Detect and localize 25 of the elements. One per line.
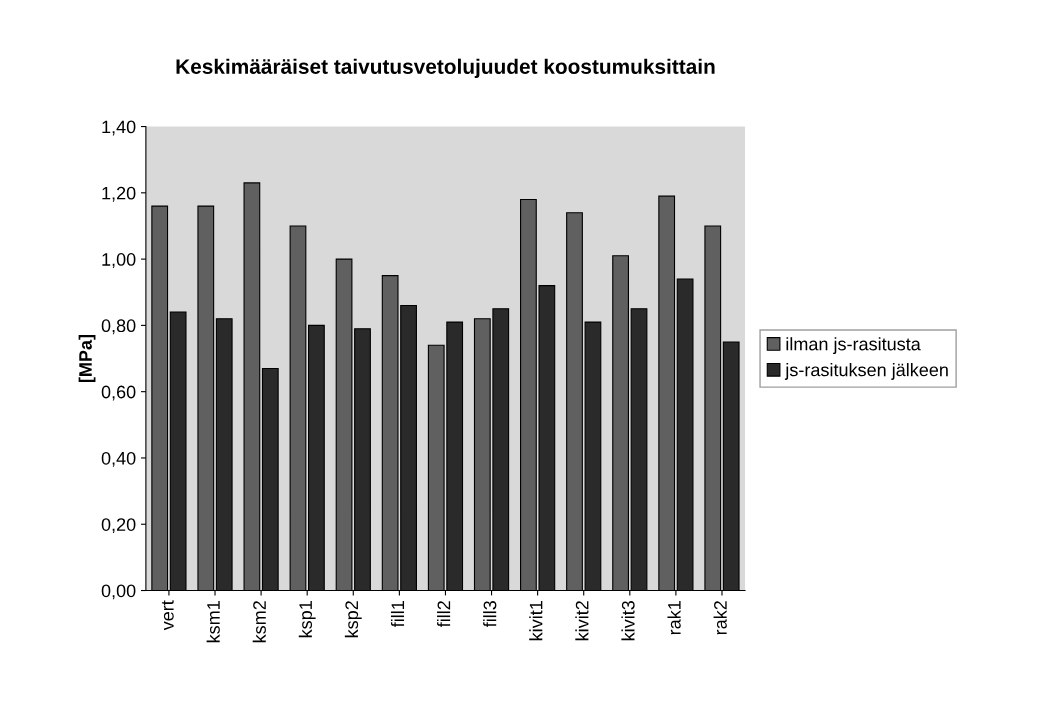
y-tick-label: 1,40: [102, 120, 136, 136]
x-tick-label: kivit2: [575, 601, 589, 641]
y-tick-label: 1,00: [102, 253, 136, 268]
chart-title: Keskimääräiset taivutusvetolujuudet koostumuksittain: [176, 58, 715, 79]
legend-label: ilman js-rasitusta: [786, 337, 921, 355]
y-tick-label: 0,60: [101, 385, 136, 401]
legend-label: js-rasituksen jälkeen: [784, 363, 948, 380]
x-tick-label: ksm1: [206, 601, 220, 643]
y-tick-label: 0,40: [101, 451, 136, 467]
y-tick-label: 0,80: [101, 319, 136, 335]
y-axis-title: [MPa]: [78, 334, 96, 383]
x-tick-label: vert: [161, 600, 174, 631]
x-tick-label: rak2: [713, 601, 727, 635]
x-tick-label: ksp2: [344, 601, 362, 638]
y-tick-label: 0,20: [101, 518, 136, 534]
x-tick-label: ksp1: [298, 601, 316, 638]
y-tick-label: 1,20: [102, 186, 136, 202]
x-tick-label: ksm2: [252, 601, 266, 643]
x-tick-label: kivit3: [621, 601, 635, 641]
x-tick-label: fill2: [437, 601, 451, 628]
x-tick-label: kivit1: [529, 601, 543, 641]
x-tick-label: fill3: [483, 601, 497, 628]
x-tick-label: fill1: [390, 601, 405, 628]
y-tick-label: 0,00: [101, 584, 136, 600]
x-tick-label: rak1: [667, 601, 681, 635]
